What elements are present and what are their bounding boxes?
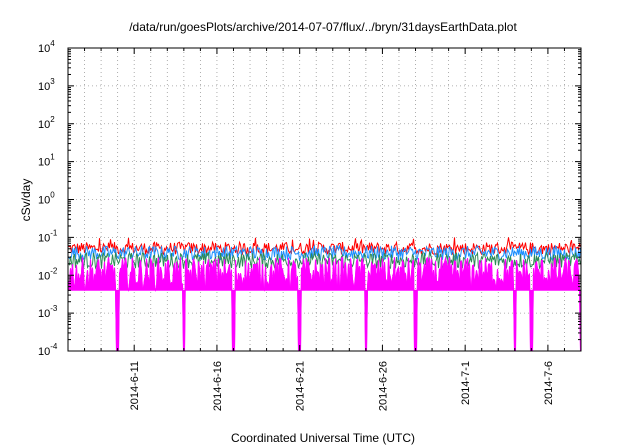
x-tick-label: 2014-6-26 [377,361,389,411]
y-tick-label-exponent: 4 [50,39,55,48]
y-tick-label: 102 [38,115,55,131]
y-tick-label: 10-1 [38,228,58,244]
axes: 10-410-310-210-11001011021031042014-6-11… [38,39,581,411]
y-tick-label: 104 [38,39,55,55]
y-tick-label: 100 [38,191,55,207]
y-tick-label-exponent: -3 [50,304,58,313]
y-tick-label: 10-4 [38,342,58,358]
x-tick-label: 2014-7-1 [460,361,472,405]
series-3-line [68,256,581,352]
y-tick-label-base: 10 [38,346,50,358]
y-tick-label-base: 10 [38,119,50,131]
y-tick-label-exponent: -4 [50,342,58,351]
y-tick-label-base: 10 [38,308,50,320]
plot-area [68,237,581,352]
y-tick-label-base: 10 [38,81,50,93]
y-tick-label-base: 10 [38,232,50,244]
y-tick-label-base: 10 [38,195,50,207]
y-tick-label-exponent: 1 [50,153,55,162]
y-tick-label-exponent: -1 [50,228,58,237]
y-tick-label-base: 10 [38,157,50,169]
y-tick-label: 10-3 [38,304,58,320]
series-1-line [68,244,581,262]
y-tick-label-exponent: 0 [50,191,55,200]
x-axis-label: Coordinated Universal Time (UTC) [231,431,415,445]
y-tick-label-base: 10 [38,43,50,55]
x-tick-label: 2014-6-11 [129,361,141,410]
y-tick-label-exponent: -2 [50,266,58,275]
x-tick-label: 2014-6-21 [295,361,307,411]
x-tick-label: 2014-7-6 [543,361,555,405]
y-tick-label-exponent: 3 [50,77,55,86]
chart-title: /data/run/goesPlots/archive/2014-07-07/f… [129,20,517,34]
x-tick-label: 2014-6-16 [212,361,224,411]
y-tick-label-exponent: 2 [50,115,55,124]
y-tick-label: 101 [38,153,55,169]
y-axis-label: cSv/day [19,179,33,222]
series-2-line [68,250,581,271]
y-tick-label: 103 [38,77,55,93]
y-tick-label-base: 10 [38,270,50,282]
grid [68,48,581,351]
y-tick-label: 10-2 [38,266,58,282]
